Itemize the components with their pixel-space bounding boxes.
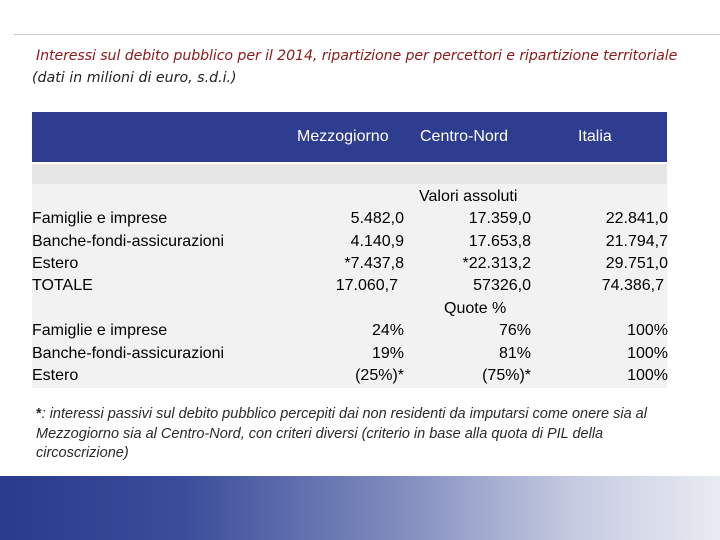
row-label: Estero — [32, 367, 79, 384]
row-label: Famiglie e imprese — [32, 322, 168, 339]
header-centro-nord: Centro-Nord — [420, 128, 509, 145]
cell-italia: 22.841,0 — [605, 210, 668, 227]
section-label-shares: Quote % — [444, 300, 507, 317]
table-header-band — [32, 112, 667, 162]
footnote: *: interessi passivi sul debito pubblico… — [36, 405, 676, 464]
footnote-text: : interessi passivi sul debito pubblico … — [36, 406, 647, 461]
cell-centro-nord: 17.359,0 — [468, 210, 531, 227]
cell-mezzogiorno: (25%)* — [355, 367, 404, 384]
top-divider — [14, 34, 720, 35]
cell-mezzogiorno: 17.060,7 — [335, 277, 398, 294]
cell-centro-nord: 17.653,8 — [468, 233, 531, 250]
cell-mezzogiorno: 19% — [371, 345, 404, 362]
cell-centro-nord: 81% — [498, 345, 531, 362]
slide-title: Interessi sul debito pubblico per il 201… — [36, 48, 678, 64]
footer-gradient-band — [0, 476, 720, 540]
cell-centro-nord: 57326,0 — [473, 277, 531, 294]
cell-centro-nord: *22.313,2 — [462, 255, 531, 272]
header-mezzogiorno: Mezzogiorno — [297, 128, 389, 145]
cell-mezzogiorno: *7.437,8 — [344, 255, 404, 272]
table-spacer-band — [32, 164, 667, 184]
cell-italia: 100% — [627, 367, 668, 384]
cell-italia: 100% — [627, 322, 668, 339]
cell-mezzogiorno: 4.140,9 — [350, 233, 404, 250]
section-label-absolute: Valori assoluti — [419, 188, 518, 205]
slide-subtitle: (dati in milioni di euro, s.d.i.) — [32, 70, 237, 86]
cell-italia: 100% — [627, 345, 668, 362]
row-label: Famiglie e imprese — [32, 210, 168, 227]
cell-centro-nord: (75%)* — [482, 367, 531, 384]
footnote-marker: * — [36, 406, 42, 422]
cell-mezzogiorno: 5.482,0 — [350, 210, 404, 227]
row-label: TOTALE — [32, 277, 93, 294]
cell-italia: 29.751,0 — [605, 255, 668, 272]
row-label: Banche-fondi-assicurazioni — [32, 345, 225, 362]
cell-mezzogiorno: 24% — [371, 322, 404, 339]
cell-italia: 74.386,7 — [601, 277, 664, 294]
table-body — [32, 184, 667, 388]
header-italia: Italia — [578, 128, 612, 145]
row-label: Banche-fondi-assicurazioni — [32, 233, 225, 250]
cell-centro-nord: 76% — [498, 322, 531, 339]
cell-italia: 21.794,7 — [605, 233, 668, 250]
row-label: Estero — [32, 255, 79, 272]
